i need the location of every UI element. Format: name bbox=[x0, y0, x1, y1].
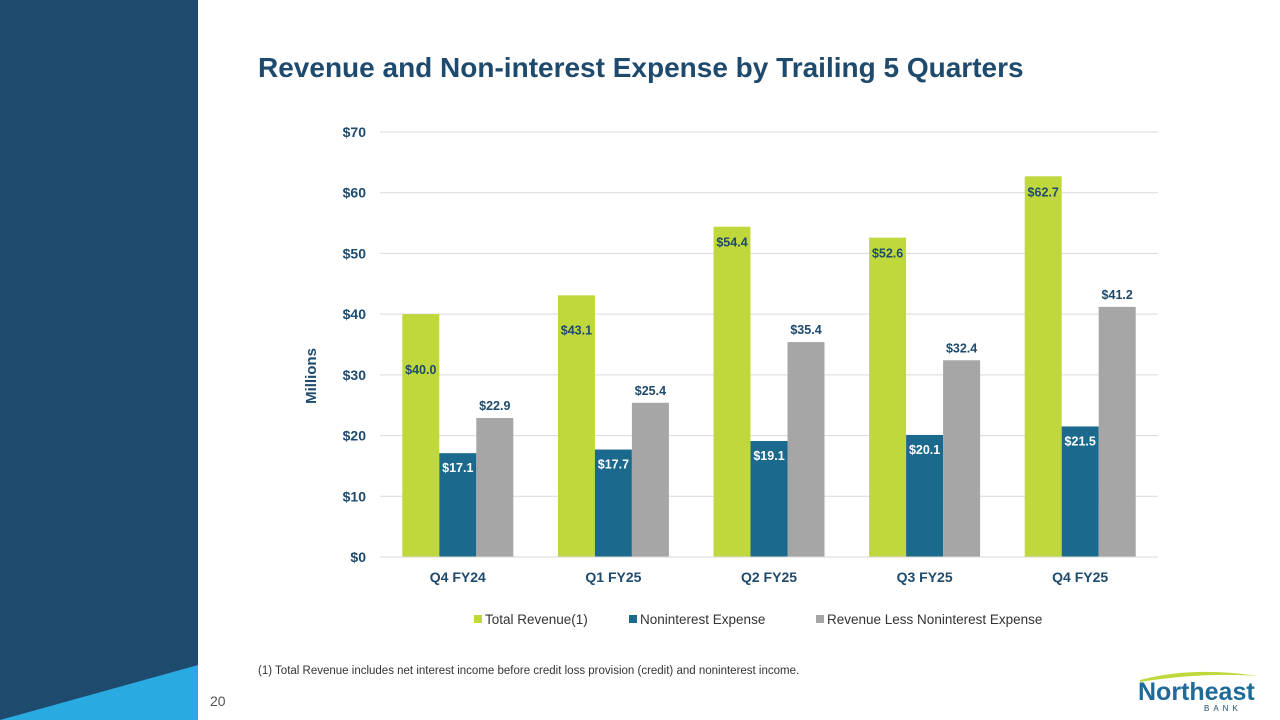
y-tick-label: $50 bbox=[343, 245, 367, 261]
bar-revenue-less-expense bbox=[631, 402, 669, 557]
data-label: $52.6 bbox=[872, 247, 903, 261]
bar-total-revenue bbox=[713, 226, 751, 557]
bar-revenue-less-expense bbox=[476, 417, 514, 557]
logo-subtitle: BANK bbox=[1204, 704, 1242, 713]
bar-total-revenue bbox=[1024, 176, 1062, 558]
bar-noninterest-expense bbox=[750, 441, 788, 557]
data-label: $17.1 bbox=[442, 461, 473, 475]
bar-noninterest-expense bbox=[1061, 426, 1099, 557]
footnote: (1) Total Revenue includes net interest … bbox=[258, 665, 800, 677]
bar-noninterest-expense bbox=[594, 449, 632, 557]
y-tick-label: $0 bbox=[350, 549, 366, 565]
northeast-bank-logo: Northeast BANK bbox=[1132, 668, 1262, 716]
data-label: $25.4 bbox=[635, 384, 666, 398]
x-tick-label: Q1 FY25 bbox=[585, 569, 641, 585]
bar-revenue-less-expense bbox=[1098, 306, 1136, 557]
x-tick-label: Q3 FY25 bbox=[897, 569, 953, 585]
data-label: $17.7 bbox=[598, 458, 629, 472]
x-tick-label: Q2 FY25 bbox=[741, 569, 797, 585]
data-label: $19.1 bbox=[753, 449, 784, 463]
data-label: $20.1 bbox=[909, 443, 940, 457]
y-tick-label: $10 bbox=[343, 488, 367, 504]
y-tick-label: $20 bbox=[343, 428, 367, 444]
legend-label: Total Revenue(1) bbox=[485, 612, 588, 627]
bar-revenue-less-expense bbox=[943, 360, 981, 557]
sidebar-panel bbox=[0, 0, 198, 720]
y-axis-label: Millions bbox=[303, 348, 320, 404]
page-number: 20 bbox=[210, 693, 226, 709]
legend-swatch bbox=[629, 615, 637, 623]
bar-noninterest-expense bbox=[439, 453, 477, 557]
y-tick-label: $70 bbox=[343, 124, 367, 140]
bar-noninterest-expense bbox=[906, 434, 944, 557]
y-tick-label: $60 bbox=[343, 185, 367, 201]
data-label: $41.2 bbox=[1102, 288, 1133, 302]
data-label: $43.1 bbox=[561, 323, 592, 337]
data-label: $40.0 bbox=[405, 363, 436, 377]
legend-label: Revenue Less Noninterest Expense bbox=[827, 612, 1042, 627]
data-label: $21.5 bbox=[1065, 434, 1096, 448]
bar-revenue-less-expense bbox=[787, 342, 825, 557]
bar-total-revenue bbox=[869, 237, 907, 557]
data-label: $32.4 bbox=[946, 341, 977, 355]
logo-name: Northeast bbox=[1138, 678, 1255, 706]
legend-swatch bbox=[816, 615, 824, 623]
legend-label: Noninterest Expense bbox=[640, 612, 765, 627]
bar-total-revenue bbox=[557, 295, 595, 557]
x-tick-label: Q4 FY24 bbox=[430, 569, 486, 585]
legend-swatch bbox=[474, 615, 482, 623]
data-label: $62.7 bbox=[1028, 185, 1059, 199]
data-label: $22.9 bbox=[479, 399, 510, 413]
y-tick-label: $30 bbox=[343, 367, 367, 383]
data-label: $54.4 bbox=[716, 236, 747, 250]
page-title: Revenue and Non-interest Expense by Trai… bbox=[258, 52, 1024, 83]
bar-total-revenue bbox=[402, 314, 440, 557]
sidebar-accent-stripe bbox=[0, 665, 198, 720]
x-tick-label: Q4 FY25 bbox=[1052, 569, 1108, 585]
data-label: $35.4 bbox=[790, 323, 821, 337]
y-tick-label: $40 bbox=[343, 306, 367, 322]
logo-swoosh-icon bbox=[1140, 671, 1258, 682]
